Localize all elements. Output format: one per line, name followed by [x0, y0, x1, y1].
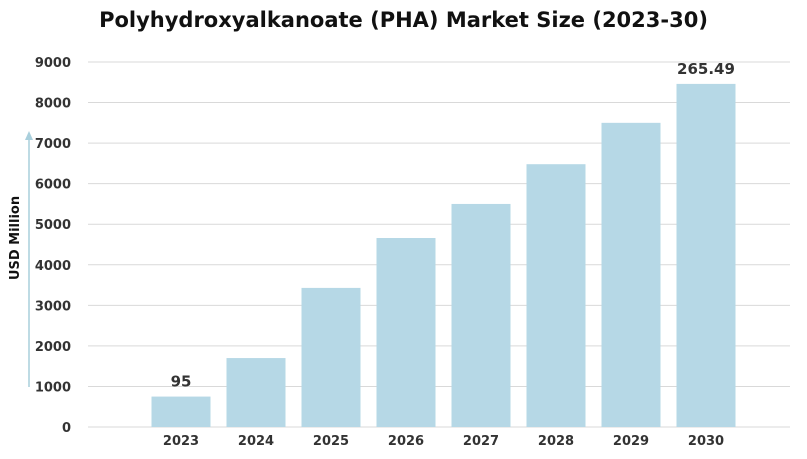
y-tick-label: 6000	[35, 178, 71, 193]
x-tick-label: 2025	[313, 434, 349, 449]
bar	[301, 287, 361, 427]
bar	[526, 164, 586, 427]
x-tick-label: 2027	[463, 434, 499, 449]
bar	[226, 358, 286, 427]
y-tick-label: 1000	[35, 380, 71, 395]
x-tick-label: 2029	[613, 434, 649, 449]
x-tick-label: 2026	[388, 434, 424, 449]
x-tick-label: 2028	[538, 434, 574, 449]
y-tick-label: 8000	[35, 97, 71, 112]
bar	[376, 238, 436, 427]
x-tick-label: 2030	[688, 434, 724, 449]
bar	[601, 122, 661, 427]
y-axis-label: USD Million	[8, 196, 23, 280]
y-tick-label: 4000	[35, 259, 71, 274]
y-axis-arrow-head	[25, 131, 33, 140]
y-tick-label: 9000	[35, 56, 71, 71]
y-tick-label: 5000	[35, 218, 71, 233]
y-tick-label: 0	[62, 421, 71, 436]
y-tick-label: 3000	[35, 299, 71, 314]
y-tick-label: 2000	[35, 340, 71, 355]
bar	[451, 203, 511, 427]
x-tick-label: 2023	[163, 434, 199, 449]
bar	[676, 83, 736, 428]
chart-title: Polyhydroxyalkanoate (PHA) Market Size (…	[99, 8, 708, 32]
data-label: 95	[171, 373, 192, 391]
y-tick-label: 7000	[35, 137, 71, 152]
x-tick-label: 2024	[238, 434, 274, 449]
bar	[151, 396, 211, 427]
data-label: 265.49	[677, 60, 735, 78]
